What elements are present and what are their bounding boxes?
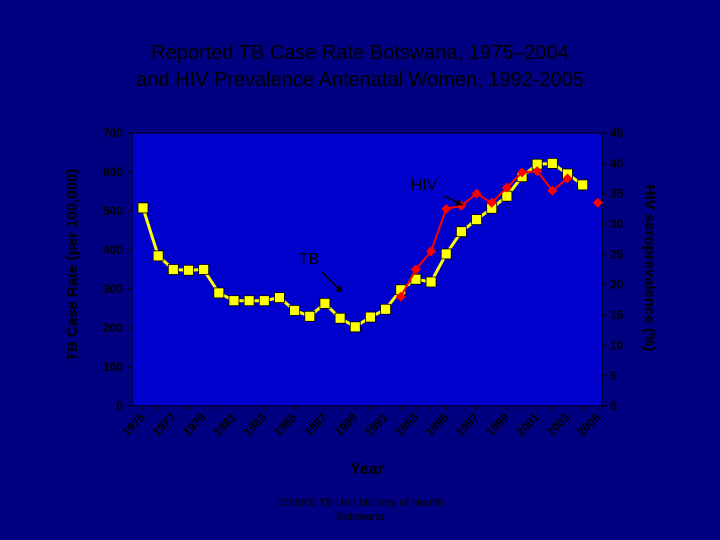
hiv-point xyxy=(501,182,512,193)
y-left-tick-label: 0 xyxy=(116,399,123,413)
y-axis-left-label: TB Case Rate (per 100,000) xyxy=(64,169,81,362)
x-tick-label: 1975 xyxy=(119,410,148,439)
y-right-tick-label: 10 xyxy=(610,338,624,352)
y-left-tick-label: 500 xyxy=(103,204,123,218)
y-right-tick-label: 25 xyxy=(610,247,624,261)
x-axis-label: Year xyxy=(350,461,384,478)
tb-point xyxy=(243,295,255,307)
tb-point xyxy=(349,321,361,333)
y-left-tick-label: 700 xyxy=(103,126,123,140)
y-right-tick-label: 0 xyxy=(610,399,617,413)
x-tick-label: 1981 xyxy=(210,410,239,439)
y-right-tick-label: 15 xyxy=(610,308,624,322)
hiv-point xyxy=(471,188,482,199)
y-right-tick-label: 40 xyxy=(610,156,624,170)
series-marks xyxy=(137,158,603,333)
hiv-annotation-arrowhead xyxy=(455,199,463,206)
tb-point xyxy=(258,295,270,307)
tb-point xyxy=(455,226,467,238)
tb-point xyxy=(546,158,558,169)
y-axis-right-label: HIV seroprevalence (%) xyxy=(641,185,658,352)
footer: 09/2006 TB Unit Ministry of Health Botsw… xyxy=(250,496,470,524)
x-tick-label: 1977 xyxy=(150,410,179,439)
x-tick-label: 2005 xyxy=(574,410,603,439)
tb-point xyxy=(425,276,437,288)
tb-point xyxy=(274,292,285,303)
tb-point xyxy=(167,264,179,275)
x-tick-label: 1993 xyxy=(392,410,421,439)
tb-point xyxy=(365,311,376,323)
tb-point xyxy=(319,298,331,309)
x-tick-label: 1995 xyxy=(423,410,452,439)
hiv-point xyxy=(517,167,528,178)
x-tick-label: 1989 xyxy=(332,410,361,439)
chart-title-line-2: and HIV Prevalence Antenatal Women, 1992… xyxy=(136,69,584,91)
tb-point xyxy=(304,310,316,322)
hiv-point xyxy=(426,246,437,257)
y-right-tick-label: 45 xyxy=(610,126,624,140)
hiv-point xyxy=(410,264,421,275)
tb-annotation: TB xyxy=(299,251,319,268)
x-tick-label: 1983 xyxy=(241,410,270,439)
hiv-annotation: HIV xyxy=(411,177,438,194)
x-tick-label: 1985 xyxy=(271,410,300,439)
y-left-tick-label: 300 xyxy=(103,282,123,296)
y-left-tick-label: 600 xyxy=(103,165,123,179)
tb-point xyxy=(380,303,391,315)
footer-line-2: Botswana xyxy=(335,511,385,523)
tb-point xyxy=(213,287,225,299)
annotations: TB HIV xyxy=(299,177,464,293)
tb-point xyxy=(198,264,210,275)
hiv-point xyxy=(395,291,406,302)
chart-title-line-1: Reported TB Case Rate Botswana, 1975–200… xyxy=(151,42,569,64)
tb-annotation-arrowhead xyxy=(335,285,342,292)
hiv-point xyxy=(441,203,452,214)
x-tick-label: 1991 xyxy=(362,410,391,439)
y-right-tick-label: 30 xyxy=(610,217,624,231)
hiv-point xyxy=(592,197,603,208)
x-tick-label: 1979 xyxy=(180,410,209,439)
x-tick-label: 2003 xyxy=(544,410,573,439)
x-tick-label: 1999 xyxy=(483,410,512,439)
y-right-tick-label: 5 xyxy=(610,369,617,383)
tb-point xyxy=(137,202,149,214)
tb-point xyxy=(228,295,240,307)
hiv-point xyxy=(486,197,497,208)
tb-point xyxy=(183,264,194,276)
y-right-tick-label: 35 xyxy=(610,187,624,201)
x-tick-label: 1987 xyxy=(301,410,330,439)
hiv-point xyxy=(532,166,543,177)
hiv-point xyxy=(547,185,558,196)
y-left-tick-label: 100 xyxy=(103,360,123,374)
y-right-tick-label: 20 xyxy=(610,278,624,292)
chart-title: Reported TB Case Rate Botswana, 1975–200… xyxy=(0,40,720,94)
tb-point xyxy=(334,312,346,324)
tb-point xyxy=(289,305,301,316)
x-tick-label: 1997 xyxy=(453,410,482,439)
y-left-tick-label: 400 xyxy=(103,243,123,257)
hiv-point xyxy=(562,173,573,184)
tb-point xyxy=(152,250,164,262)
tb-point xyxy=(577,179,589,191)
tb-point xyxy=(440,248,452,260)
x-tick-label: 2001 xyxy=(514,410,543,439)
y-left-tick-label: 200 xyxy=(103,321,123,335)
footer-line-1: 09/2006 TB Unit Ministry of Health xyxy=(276,497,444,509)
tb-point xyxy=(501,190,513,202)
tb-point xyxy=(471,214,482,225)
